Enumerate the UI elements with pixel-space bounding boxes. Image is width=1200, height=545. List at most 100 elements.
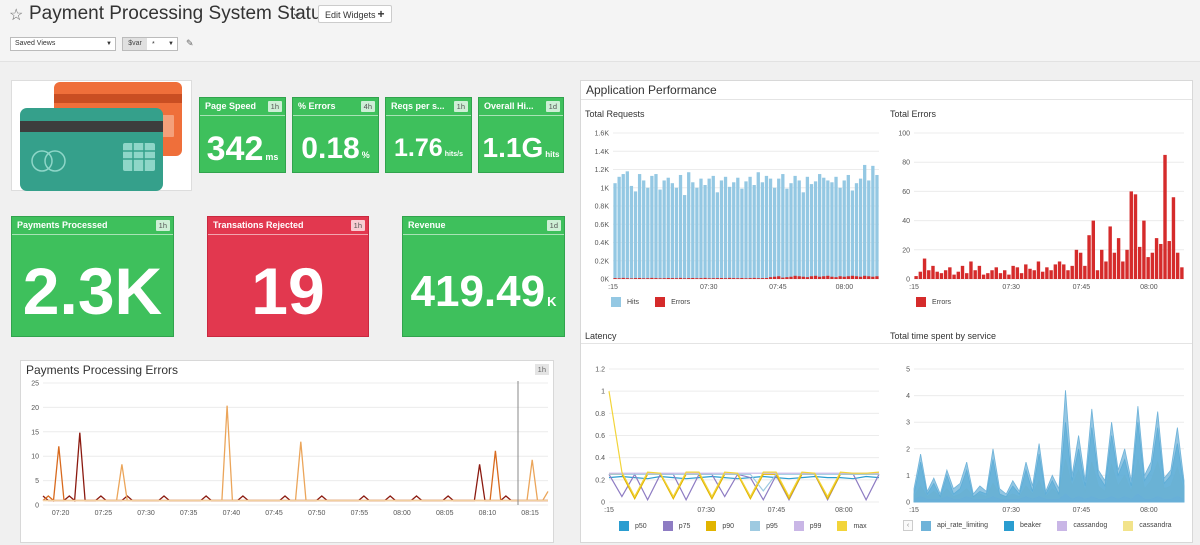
edit-widgets-button[interactable]: Edit Widgets +	[318, 5, 392, 23]
bar	[1066, 270, 1070, 279]
bar	[805, 277, 810, 279]
bar	[931, 265, 935, 279]
bar	[1007, 274, 1011, 279]
y-tick-label: 5	[906, 367, 910, 374]
bar	[1083, 265, 1087, 279]
y-tick-label: 20	[902, 247, 910, 254]
bar	[756, 278, 760, 279]
bar	[613, 183, 617, 279]
series-line	[608, 391, 880, 498]
bar	[1028, 268, 1032, 279]
time-badge: 1h	[350, 220, 365, 231]
saved-views-select[interactable]: Saved Views ▼	[10, 37, 116, 51]
bar	[670, 183, 674, 279]
y-tick-label: 1	[906, 473, 910, 480]
total-errors-chart[interactable]: 0 20 40 60 80 100:15 07:30 07:45 08:00	[886, 125, 1191, 295]
bar	[822, 177, 826, 279]
plus-icon: +	[377, 7, 385, 21]
panel-title: Application Performance	[586, 83, 717, 97]
x-tick-label: 07:30	[137, 510, 155, 517]
tile-value: 1.76 hits/s	[394, 134, 463, 162]
legend-item-hits[interactable]: Hits	[611, 297, 639, 307]
bar	[1137, 246, 1142, 279]
legend-item-latency[interactable]: p50	[619, 521, 647, 531]
tile-label: Page Speed	[205, 101, 257, 111]
chevron-left-icon[interactable]: ‹	[903, 520, 913, 531]
time-badge: 1h	[267, 101, 282, 112]
x-tick-label: 08:00	[1140, 284, 1158, 291]
legend-item-latency[interactable]: p90	[706, 521, 734, 531]
bar	[666, 277, 670, 279]
legend-item-service[interactable]: beaker	[1003, 520, 1041, 531]
chevron-down-icon[interactable]: ⌄	[291, 4, 303, 20]
caret-down-icon: ▼	[106, 41, 112, 47]
legend-item-latency[interactable]: p75	[662, 521, 690, 531]
bar	[834, 176, 838, 279]
legend-item-service[interactable]: cassandra	[1123, 520, 1172, 531]
tile-value: 342 ms	[206, 130, 279, 168]
series-line	[42, 432, 548, 502]
bar	[764, 277, 769, 279]
bar	[785, 188, 789, 279]
bar	[830, 276, 834, 279]
legend-item-errors[interactable]: Errors	[916, 297, 951, 307]
bar	[801, 192, 805, 279]
x-tick-label: 07:45	[768, 507, 786, 514]
bar	[965, 273, 969, 279]
bar	[1057, 261, 1062, 279]
edit-widgets-label: Edit Widgets	[325, 10, 376, 20]
bar	[1150, 252, 1155, 279]
legend-item-latency[interactable]: p95	[750, 521, 778, 531]
bar	[1095, 270, 1100, 279]
bar	[1100, 249, 1104, 279]
bar	[732, 182, 736, 279]
bar	[777, 276, 781, 279]
bar	[1112, 252, 1117, 279]
bar	[1070, 265, 1074, 279]
bar	[773, 276, 777, 279]
tile-label: Reqs per s...	[391, 101, 445, 111]
bar	[670, 278, 674, 279]
latency-chart[interactable]: 0 0.2 0.4 0.6 0.8 1 1.2:15 07:30 07:45 08:00	[581, 361, 886, 516]
legend-item-latency[interactable]: p99	[793, 521, 821, 531]
bar	[695, 187, 699, 279]
payments-errors-chart[interactable]: 0 5 10 15 20 25 07:20 07:25 07:30 07:35 07:40 07:45…	[21, 379, 553, 542]
legend-item-service[interactable]: cassandog	[1057, 520, 1107, 531]
total-requests-chart[interactable]: 0K 0.2K 0.4K 0.6K 0.8K 1K 1.2K 1.4K 1.6K:15 07:30…	[581, 125, 886, 295]
bar	[633, 191, 638, 279]
legend-item-errors[interactable]: Errors	[655, 297, 690, 307]
bar	[863, 164, 867, 279]
requests-per-second-tile: Reqs per s... 1h 1.76 hits/s	[385, 97, 472, 173]
y-tick-label: 4	[906, 393, 910, 400]
legend-item-latency[interactable]: max	[837, 521, 867, 531]
time-by-service-chart[interactable]: 0 1 2 3 4 5:15 07:30 07:45 08:00	[886, 361, 1191, 516]
bar	[625, 278, 629, 279]
bar	[727, 186, 732, 279]
bar	[613, 278, 617, 279]
x-tick-label: :15	[909, 507, 919, 514]
bar	[918, 271, 923, 279]
bar	[977, 265, 982, 279]
series-area	[913, 390, 1185, 503]
caret-down-icon: ▼	[168, 41, 174, 47]
bar	[1154, 238, 1159, 279]
bar	[981, 274, 986, 279]
bar	[748, 176, 752, 279]
pencil-icon[interactable]: ✎	[186, 38, 194, 48]
x-tick-label: 07:45	[265, 510, 283, 517]
star-icon[interactable]: ☆	[9, 7, 24, 24]
y-tick-label: 0	[35, 503, 39, 510]
y-tick-label: 0.4	[595, 455, 605, 462]
y-tick-label: 0.4K	[595, 240, 610, 247]
bar	[760, 278, 765, 279]
bar	[838, 276, 842, 279]
time-by-service-title: Total time spent by service	[890, 331, 997, 341]
bar	[826, 180, 830, 279]
y-tick-label: 0K	[600, 277, 609, 284]
time-badge: 4h	[360, 101, 375, 112]
bar	[1129, 191, 1133, 279]
legend-item-service[interactable]: api_rate_limiting	[921, 520, 988, 531]
template-variable-select[interactable]: $var * ▼	[122, 37, 178, 51]
bar	[646, 278, 650, 279]
y-tick-label: 100	[898, 131, 910, 138]
